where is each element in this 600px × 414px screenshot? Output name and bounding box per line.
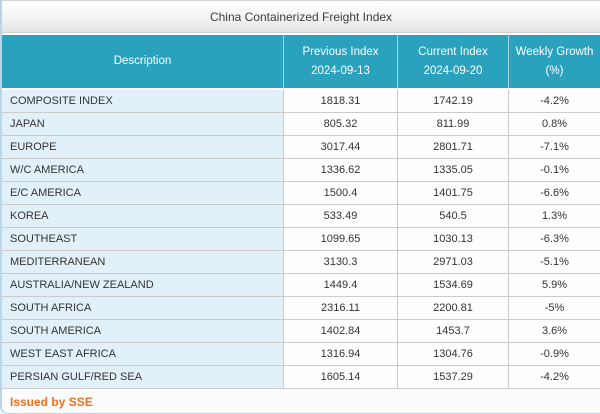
column-header-sublabel: 2024-09-20 bbox=[423, 64, 483, 77]
current-index-cell: 2971.03 bbox=[397, 251, 508, 274]
current-index-cell: 1401.75 bbox=[397, 182, 508, 205]
table-row: JAPAN 805.32 811.99 0.8% bbox=[2, 113, 600, 136]
description-cell: MEDITERRANEAN bbox=[2, 251, 283, 274]
weekly-growth-cell: 1.3% bbox=[508, 205, 600, 228]
current-index-cell: 811.99 bbox=[397, 113, 508, 136]
column-header-weekly-growth: Weekly Growth (%) bbox=[508, 35, 600, 88]
column-header-label: Current Index bbox=[418, 45, 488, 58]
footer-bar: Issued by SSE bbox=[2, 389, 600, 413]
current-index-cell: 1742.19 bbox=[397, 90, 508, 113]
description-cell: COMPOSITE INDEX bbox=[2, 90, 283, 113]
table-row: MEDITERRANEAN 3130.3 2971.03 -5.1% bbox=[2, 251, 600, 274]
current-index-cell: 1030.13 bbox=[397, 228, 508, 251]
table-row: W/C AMERICA 1336.62 1335.05 -0.1% bbox=[2, 159, 600, 182]
current-index-cell: 1304.76 bbox=[397, 343, 508, 366]
description-cell: AUSTRALIA/NEW ZEALAND bbox=[2, 274, 283, 297]
description-cell: WEST EAST AFRICA bbox=[2, 343, 283, 366]
current-index-cell: 2801.71 bbox=[397, 136, 508, 159]
table-row: PERSIAN GULF/RED SEA 1605.14 1537.29 -4.… bbox=[2, 366, 600, 389]
table-row: SOUTHEAST 1099.65 1030.13 -6.3% bbox=[2, 228, 600, 251]
table-row: SOUTH AMERICA 1402.84 1453.7 3.6% bbox=[2, 320, 600, 343]
table-row: WEST EAST AFRICA 1316.94 1304.76 -0.9% bbox=[2, 343, 600, 366]
column-header-sublabel: (%) bbox=[545, 64, 564, 77]
column-header-sublabel: 2024-09-13 bbox=[311, 64, 370, 77]
column-header-label: Previous Index bbox=[302, 45, 379, 58]
description-cell: KOREA bbox=[2, 205, 283, 228]
current-index-cell: 1534.69 bbox=[397, 274, 508, 297]
table-row: SOUTH AFRICA 2316.11 2200.81 -5% bbox=[2, 297, 600, 320]
description-cell: PERSIAN GULF/RED SEA bbox=[2, 366, 283, 389]
current-index-cell: 1537.29 bbox=[397, 366, 508, 389]
weekly-growth-cell: 0.8% bbox=[508, 113, 600, 136]
description-cell: SOUTH AMERICA bbox=[2, 320, 283, 343]
previous-index-cell: 2316.11 bbox=[283, 297, 397, 320]
description-cell: EUROPE bbox=[2, 136, 283, 159]
weekly-growth-cell: -6.3% bbox=[508, 228, 600, 251]
previous-index-cell: 1336.62 bbox=[283, 159, 397, 182]
window-titlebar[interactable]: China Containerized Freight Index bbox=[2, 1, 600, 33]
previous-index-cell: 1449.4 bbox=[283, 274, 397, 297]
table-header-row: Description Previous Index 2024-09-13 Cu… bbox=[2, 35, 600, 88]
weekly-growth-cell: -4.2% bbox=[508, 90, 600, 113]
description-cell: SOUTHEAST bbox=[2, 228, 283, 251]
weekly-growth-cell: 5.9% bbox=[508, 274, 600, 297]
description-cell: SOUTH AFRICA bbox=[2, 297, 283, 320]
weekly-growth-cell: -6.6% bbox=[508, 182, 600, 205]
previous-index-cell: 1818.31 bbox=[283, 90, 397, 113]
previous-index-cell: 533.49 bbox=[283, 205, 397, 228]
previous-index-cell: 3017.44 bbox=[283, 136, 397, 159]
previous-index-cell: 1316.94 bbox=[283, 343, 397, 366]
divider bbox=[2, 33, 600, 35]
previous-index-cell: 1500.4 bbox=[283, 182, 397, 205]
column-header-current-index: Current Index 2024-09-20 bbox=[397, 35, 508, 88]
weekly-growth-cell: -7.1% bbox=[508, 136, 600, 159]
column-header-label: Description bbox=[113, 55, 172, 67]
table-row: COMPOSITE INDEX 1818.31 1742.19 -4.2% bbox=[2, 90, 600, 113]
table-row: AUSTRALIA/NEW ZEALAND 1449.4 1534.69 5.9… bbox=[2, 274, 600, 297]
weekly-growth-cell: 3.6% bbox=[508, 320, 600, 343]
previous-index-cell: 805.32 bbox=[283, 113, 397, 136]
weekly-growth-cell: -5.1% bbox=[508, 251, 600, 274]
weekly-growth-cell: -5% bbox=[508, 297, 600, 320]
table-row: E/C AMERICA 1500.4 1401.75 -6.6% bbox=[2, 182, 600, 205]
table-row: KOREA 533.49 540.5 1.3% bbox=[2, 205, 600, 228]
description-cell: E/C AMERICA bbox=[2, 182, 283, 205]
column-header-description: Description bbox=[2, 35, 283, 88]
description-cell: JAPAN bbox=[2, 113, 283, 136]
current-index-cell: 540.5 bbox=[397, 205, 508, 228]
divider bbox=[2, 88, 600, 90]
table-row: EUROPE 3017.44 2801.71 -7.1% bbox=[2, 136, 600, 159]
column-header-previous-index: Previous Index 2024-09-13 bbox=[283, 35, 397, 88]
previous-index-cell: 1605.14 bbox=[283, 366, 397, 389]
weekly-growth-cell: -4.2% bbox=[508, 366, 600, 389]
current-index-cell: 1453.7 bbox=[397, 320, 508, 343]
table-body: COMPOSITE INDEX 1818.31 1742.19 -4.2% JA… bbox=[2, 90, 600, 389]
column-header-label: Weekly Growth bbox=[515, 45, 594, 58]
issued-by-label: Issued by SSE bbox=[10, 394, 93, 409]
current-index-cell: 1335.05 bbox=[397, 159, 508, 182]
window-title: China Containerized Freight Index bbox=[209, 9, 393, 24]
current-index-cell: 2200.81 bbox=[397, 297, 508, 320]
previous-index-cell: 1099.65 bbox=[283, 228, 397, 251]
previous-index-cell: 3130.3 bbox=[283, 251, 397, 274]
previous-index-cell: 1402.84 bbox=[283, 320, 397, 343]
weekly-growth-cell: -0.9% bbox=[508, 343, 600, 366]
weekly-growth-cell: -0.1% bbox=[508, 159, 600, 182]
description-cell: W/C AMERICA bbox=[2, 159, 283, 182]
